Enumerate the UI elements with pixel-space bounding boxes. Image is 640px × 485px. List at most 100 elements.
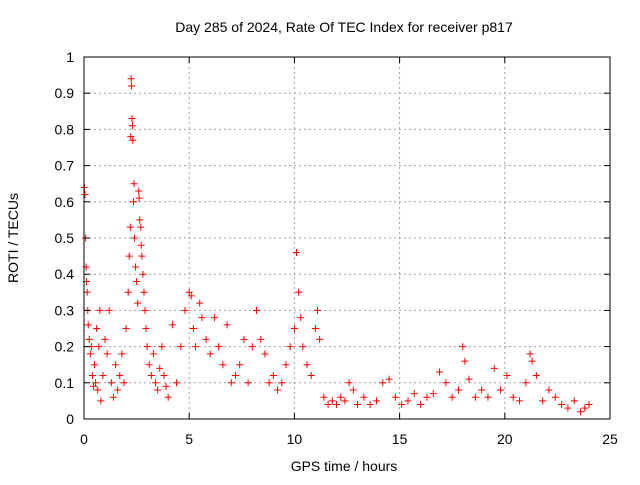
data-point: [278, 379, 286, 387]
data-point: [341, 397, 349, 405]
data-point: [162, 382, 170, 390]
x-tick-label: 25: [602, 431, 618, 447]
data-point: [137, 223, 145, 231]
data-point: [189, 325, 197, 332]
data-point: [128, 82, 136, 90]
data-point: [404, 397, 412, 405]
y-tick-label: 0.5: [55, 230, 75, 246]
data-point: [145, 361, 153, 369]
data-point: [112, 361, 120, 369]
data-point: [290, 325, 298, 332]
data-point: [261, 350, 269, 358]
data-point: [360, 393, 368, 401]
y-axis-label: ROTI / TECUs: [5, 193, 21, 283]
data-point: [570, 397, 578, 405]
data-point: [114, 386, 122, 394]
data-point: [160, 372, 168, 380]
data-point: [132, 263, 140, 271]
data-point: [295, 288, 303, 296]
data-point: [198, 314, 206, 322]
data-point: [95, 343, 103, 351]
y-tick-label: 0.4: [55, 266, 75, 282]
data-point: [345, 379, 353, 387]
data-point: [168, 321, 176, 329]
data-point: [311, 325, 319, 332]
data-point: [128, 122, 136, 130]
data-point: [135, 187, 143, 195]
data-point: [558, 401, 566, 409]
data-point: [303, 361, 311, 369]
data-point: [86, 350, 94, 358]
data-point: [354, 401, 362, 409]
data-point: [372, 397, 380, 405]
data-point: [103, 350, 111, 358]
data-point: [89, 382, 97, 390]
data-point: [84, 321, 92, 329]
data-point: [299, 343, 307, 351]
data-point: [181, 306, 189, 314]
data-point: [320, 393, 328, 401]
data-point: [385, 375, 393, 383]
data-point: [185, 288, 193, 296]
data-point: [522, 379, 530, 387]
y-tick-label: 0.8: [55, 121, 75, 137]
data-point: [107, 379, 115, 387]
data-point: [490, 364, 498, 372]
data-point: [164, 393, 172, 401]
data-point: [282, 361, 290, 369]
data-point: [269, 372, 277, 380]
data-point: [286, 343, 294, 351]
data-point: [96, 306, 104, 314]
data-point: [129, 136, 137, 144]
data-point: [503, 372, 511, 380]
data-point: [551, 393, 559, 401]
y-tick-label: 0.2: [55, 339, 75, 355]
data-point: [142, 325, 150, 332]
data-point: [398, 401, 406, 409]
data-point: [248, 343, 256, 351]
data-point: [97, 397, 105, 405]
data-point: [158, 343, 166, 351]
y-tick-label: 0: [66, 411, 74, 427]
chart-title: Day 285 of 2024, Rate Of TEC Index for r…: [175, 19, 513, 35]
data-point: [429, 390, 437, 398]
data-point: [134, 299, 142, 307]
data-point: [316, 335, 324, 343]
x-axis-label: GPS time / hours: [291, 458, 398, 474]
data-point: [545, 386, 553, 394]
data-point: [244, 379, 252, 387]
data-point: [528, 357, 536, 365]
data-point: [324, 401, 332, 409]
data-point: [210, 314, 218, 322]
data-point: [91, 361, 99, 369]
y-tick-label: 0.6: [55, 194, 75, 210]
data-point: [124, 288, 132, 296]
x-tick-label: 20: [497, 431, 513, 447]
y-tick-label: 0.9: [55, 85, 75, 101]
grid: [84, 57, 610, 419]
data-points: [80, 75, 593, 416]
y-tick-label: 0.7: [55, 158, 75, 174]
data-point: [192, 343, 200, 351]
data-point: [314, 306, 322, 314]
x-tick-label: 15: [392, 431, 408, 447]
data-point: [130, 234, 138, 242]
data-point: [526, 350, 534, 358]
data-point: [497, 386, 505, 394]
y-tick-label: 0.3: [55, 302, 75, 318]
data-point: [149, 350, 157, 358]
data-point: [85, 335, 93, 343]
data-point: [379, 379, 387, 387]
data-point: [139, 270, 147, 278]
data-point: [125, 252, 133, 260]
data-point: [564, 404, 572, 412]
data-point: [116, 372, 124, 380]
data-point: [177, 343, 185, 351]
data-point: [227, 379, 235, 387]
data-point: [92, 379, 100, 387]
data-point: [328, 397, 336, 405]
data-point: [410, 390, 418, 398]
data-point: [118, 350, 126, 358]
data-point: [253, 306, 261, 314]
